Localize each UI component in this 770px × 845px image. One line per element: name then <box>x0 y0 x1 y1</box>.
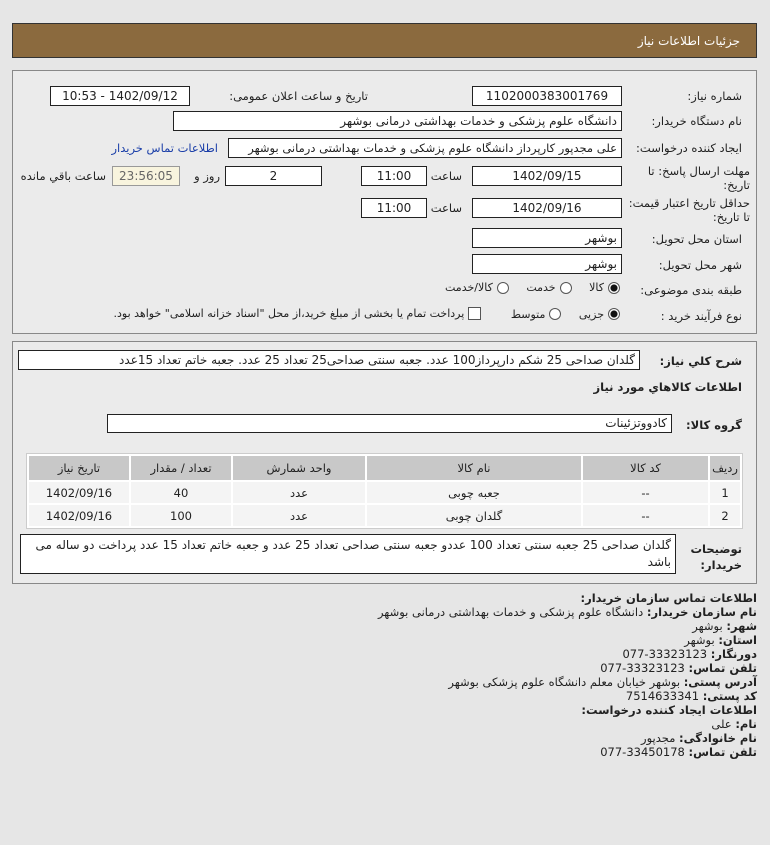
category-label: طبقه بندی موضوعی: <box>640 283 742 297</box>
deadline-date-field: 1402/09/15 <box>472 166 622 186</box>
col-qty: تعداد / مقدار <box>131 456 231 480</box>
items-title: اطلاعات کالاهاي مورد نياز <box>593 380 742 394</box>
buyer-field: دانشگاه علوم پزشکی و خدمات بهداشتی درمان… <box>173 111 622 131</box>
need-number-field: 1102000383001769 <box>472 86 622 106</box>
contact-info: اطلاعات تماس سازمان خریدار: نام سازمان خ… <box>378 591 757 759</box>
contact-postal: کد پستی: 7514633341 <box>625 689 757 703</box>
radio-icon[interactable] <box>608 308 620 320</box>
contact-city: شهر: بوشهر <box>692 619 757 633</box>
col-date: تاریخ نیاز <box>29 456 129 480</box>
radio-icon[interactable] <box>608 281 620 294</box>
buyer-contact-link[interactable]: اطلاعات تماس خریدار <box>111 141 218 155</box>
category-radio-group: کالا خدمت کالا/خدمت <box>431 281 620 297</box>
city-label: شهر محل تحویل: <box>658 258 742 272</box>
creator-title: اطلاعات ایجاد کننده درخواست: <box>581 703 757 717</box>
group-label: گروه کالا: <box>686 418 742 432</box>
remaining-label: ساعت باقي مانده <box>20 169 106 183</box>
page-title: جزئیات اطلاعات نیاز <box>637 34 740 48</box>
checkbox-icon[interactable] <box>468 307 482 320</box>
days-field: 2 <box>225 166 322 186</box>
validity-date-field: 1402/09/16 <box>472 198 622 218</box>
description-label: شرح کلي نياز: <box>659 354 742 368</box>
category-option-service[interactable]: خدمت <box>526 281 572 294</box>
radio-icon[interactable] <box>559 281 572 294</box>
contact-province: استان: بوشهر <box>684 633 757 647</box>
days-label: روز و <box>194 169 220 183</box>
description-field: گلدان صداحی 25 شکم دارپرداز100 عدد. جعبه… <box>18 350 640 370</box>
province-field: بوشهر <box>472 228 622 248</box>
treasury-payment-checkbox[interactable]: پرداخت تمام یا بخشی از مبلغ خرید،از محل … <box>114 307 482 320</box>
col-code: کد کالا <box>583 456 708 480</box>
radio-icon[interactable] <box>549 308 562 320</box>
table-row: 2 -- گلدان چوبی عدد 100 1402/09/16 <box>29 505 740 526</box>
radio-icon[interactable] <box>496 281 509 294</box>
need-number-label: شماره نیاز: <box>687 89 742 103</box>
deadline-time-field: 11:00 <box>361 166 427 186</box>
creator-family: نام خانوادگی: مجدپور <box>641 731 757 745</box>
table-header: ردیف کد کالا نام کالا واحد شمارش تعداد /… <box>29 456 740 480</box>
page-header: جزئیات اطلاعات نیاز <box>12 23 757 58</box>
creator-phone: تلفن تماس: 33450178-077 <box>600 745 757 759</box>
notes-field: گلدان صداحی 25 جعبه سنتی تعداد 100 عددو … <box>20 534 676 574</box>
col-name: نام کالا <box>367 456 581 480</box>
validity-time-label: ساعت <box>430 201 462 215</box>
process-option-minor[interactable]: جزیی <box>579 308 620 321</box>
creator-label: ایجاد کننده درخواست: <box>636 141 742 155</box>
table-row: 1 -- جعبه چوبی عدد 40 1402/09/16 <box>29 482 740 503</box>
notes-label: توضیحات خریدار: <box>690 542 743 572</box>
category-option-both[interactable]: کالا/خدمت <box>445 281 509 294</box>
remaining-timer: 23:56:05 <box>112 166 180 186</box>
col-row: ردیف <box>710 456 740 480</box>
col-unit: واحد شمارش <box>233 456 365 480</box>
contact-org: نام سازمان خریدار: دانشگاه علوم پزشکی و … <box>377 605 757 619</box>
deadline-time-label: ساعت <box>430 169 462 183</box>
deadline-label: مهلت ارسال پاسخ: تا تاریخ: <box>647 164 750 192</box>
validity-label: حداقل تاریخ اعتبار قیمت: تا تاریخ: <box>628 196 750 224</box>
announce-label: تاریخ و ساعت اعلان عمومی: <box>229 89 368 103</box>
city-field: بوشهر <box>472 254 622 274</box>
items-table: ردیف کد کالا نام کالا واحد شمارش تعداد /… <box>26 453 743 529</box>
process-label: نوع فرآیند خرید : <box>660 309 742 323</box>
validity-time-field: 11:00 <box>361 198 427 218</box>
creator-field: علی مجدپور کارپرداز دانشگاه علوم پزشکی و… <box>228 138 622 158</box>
contact-phone: تلفن تماس: 33323123-077 <box>600 661 757 675</box>
category-option-goods[interactable]: کالا <box>589 281 620 294</box>
province-label: استان محل تحویل: <box>651 232 742 246</box>
group-field: کادووتزئینات <box>107 414 672 433</box>
process-radio-group: جزیی متوسط پرداخت تمام یا بخشی از مبلغ خ… <box>100 307 620 323</box>
contact-fax: دورنگار: 33323123-077 <box>622 647 757 661</box>
creator-name: نام: علی <box>711 717 757 731</box>
announce-field: 1402/09/12 - 10:53 <box>50 86 190 106</box>
process-option-medium[interactable]: متوسط <box>511 308 562 321</box>
contact-address: آدرس پستی: بوشهر خیابان معلم دانشگاه علو… <box>448 675 757 689</box>
contact-title: اطلاعات تماس سازمان خریدار: <box>580 591 757 605</box>
buyer-label: نام دستگاه خریدار: <box>651 114 742 128</box>
